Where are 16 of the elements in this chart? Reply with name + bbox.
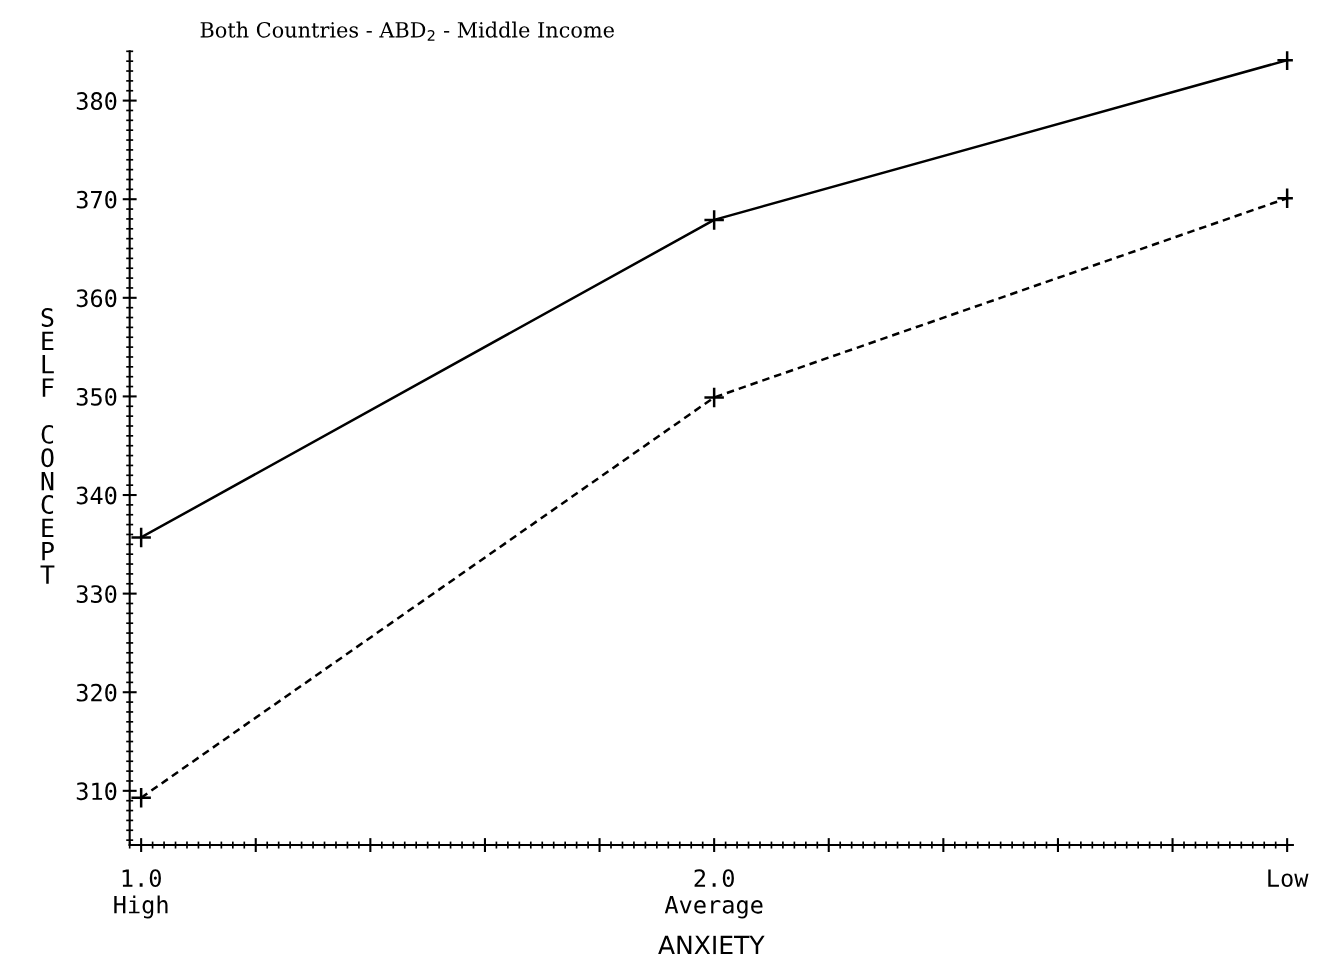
- x-tick-label: 2.0 Average: [664, 869, 763, 919]
- y-tick-label: 360: [76, 289, 117, 308]
- x-tick-label: Low: [1268, 869, 1309, 888]
- x-axis-title: ANXIETY: [658, 935, 765, 955]
- y-tick-label: 310: [76, 782, 117, 801]
- y-tick-label: 320: [76, 683, 117, 702]
- text: SELF CONCEPT: [40, 308, 55, 584]
- chart-title: Both Countries - ABD$_{2}$ - Middle Income: [200, 21, 614, 41]
- x-tick-label: 1.0 High: [114, 869, 168, 919]
- point: [703, 386, 726, 409]
- point: [703, 208, 726, 231]
- y-tick-label: 330: [76, 585, 117, 603]
- y-tick-label: 370: [76, 190, 117, 209]
- y-tick-label: 350: [76, 387, 117, 406]
- y-tick-label: 340: [76, 486, 117, 505]
- y-tick-label: 380: [76, 92, 117, 110]
